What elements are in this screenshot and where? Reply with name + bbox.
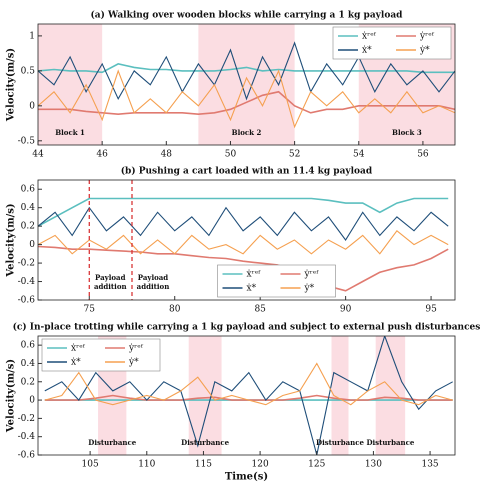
plot-frame	[37, 23, 456, 146]
x-tick-label: 115	[195, 460, 212, 470]
shaded-region	[331, 336, 349, 455]
plot-frame	[37, 335, 456, 456]
legend-label: ẏʳᵉᶠ	[128, 344, 144, 354]
region-label: Block 2	[232, 128, 262, 137]
marker-label-line: addition	[94, 282, 127, 291]
legend-label: ẏ*	[128, 358, 139, 368]
marker-label-line: Payload	[95, 273, 126, 282]
chart-title: (b) Pushing a cart loaded with an 11.4 k…	[121, 166, 373, 177]
x-tick-label: 46	[96, 150, 108, 160]
x-tick-label: 54	[353, 150, 365, 160]
y-tick-label: 1	[29, 31, 35, 41]
y-axis-label: Velocity(m/s)	[6, 48, 17, 122]
y-axis-label: Velocity(m/s)	[6, 203, 17, 277]
series-line	[38, 197, 449, 227]
y-tick-label: -0.4	[18, 277, 36, 287]
legend-label: ẏʳᵉᶠ	[304, 270, 320, 280]
series-line	[38, 69, 455, 129]
y-tick-label: 0.4	[21, 359, 36, 369]
plot-area	[38, 197, 449, 292]
series-line	[38, 245, 449, 292]
y-tick-label: 0.5	[21, 66, 36, 76]
y-tick-label: -0.5	[18, 136, 36, 146]
legend-label: ẋ*	[362, 46, 372, 56]
legend-label: ẋ*	[247, 284, 257, 294]
series-line	[38, 206, 449, 241]
y-tick-label: 0.6	[21, 341, 36, 351]
legend-box	[332, 26, 452, 60]
chart-title: (a) Walking over wooden blocks while car…	[91, 10, 404, 21]
x-tick-label: 90	[340, 305, 352, 315]
legend-box	[41, 338, 161, 372]
series-line	[38, 90, 455, 116]
series-line	[44, 336, 453, 455]
legend-label: ẋʳᵉᶠ	[362, 32, 377, 42]
y-tick-label: 0.4	[21, 203, 36, 213]
x-tick-label: 80	[169, 305, 181, 315]
region-label: Disturbance	[88, 438, 136, 447]
x-tick-label: 110	[138, 460, 155, 470]
marker-label: Payload addition	[137, 273, 170, 291]
y-tick-label: 0.6	[21, 185, 36, 195]
x-tick-label: 95	[425, 305, 437, 315]
y-tick-label: -0.2	[18, 259, 35, 269]
plot-frame	[37, 179, 456, 301]
x-tick-label: 56	[417, 150, 429, 160]
series-line	[38, 41, 455, 101]
legend-label: ẋ*	[71, 358, 81, 368]
marker-label-line: addition	[137, 282, 170, 291]
x-tick-label: 130	[365, 460, 382, 470]
y-tick-label: -0.6	[18, 451, 36, 461]
legend-label: ẏ*	[304, 284, 315, 294]
x-tick-label: 120	[252, 460, 269, 470]
x-tick-label: 105	[82, 460, 99, 470]
y-tick-label: -0.4	[18, 432, 36, 442]
series-line	[38, 63, 455, 74]
legend-label: ẋʳᵉᶠ	[247, 270, 262, 280]
y-tick-label: 0	[29, 101, 35, 111]
legend-label: ẏʳᵉᶠ	[419, 32, 435, 42]
marker-label: Payload addition	[94, 273, 127, 291]
x-tick-label: 75	[84, 305, 96, 315]
legend-label: ẏ*	[419, 46, 430, 56]
legend-box	[217, 264, 336, 298]
x-tick-label: 125	[308, 460, 325, 470]
y-tick-label: 0.2	[21, 222, 35, 232]
y-tick-label: 0	[29, 396, 35, 406]
x-axis-label: Time(s)	[225, 472, 268, 483]
y-tick-label: -0.2	[18, 414, 35, 424]
marker-label-line: Payload	[138, 273, 169, 282]
shaded-region	[198, 24, 295, 145]
region-label: Disturbance	[366, 438, 414, 447]
x-tick-label: 135	[421, 460, 438, 470]
plot-area	[44, 336, 453, 455]
shaded-region	[375, 336, 406, 455]
shaded-region	[38, 24, 103, 145]
y-tick-label: 0.2	[21, 377, 35, 387]
series-line	[38, 230, 449, 255]
region-label: Disturbance	[181, 438, 229, 447]
x-tick-label: 44	[32, 150, 44, 160]
y-tick-label: -0.6	[18, 296, 36, 306]
region-label: Block 1	[55, 128, 85, 137]
y-axis-label: Velocity(m/s)	[6, 359, 17, 433]
x-tick-label: 48	[161, 150, 173, 160]
series-line	[44, 362, 453, 406]
x-tick-label: 52	[289, 150, 300, 160]
y-tick-label: 0	[29, 240, 35, 250]
chart-title: (c) In-place trotting while carrying a 1…	[13, 322, 481, 333]
x-tick-label: 50	[225, 150, 237, 160]
x-tick-label: 85	[254, 305, 266, 315]
legend-label: ẋʳᵉᶠ	[71, 344, 86, 354]
region-label: Block 3	[392, 128, 422, 137]
region-label: Disturbance	[316, 438, 364, 447]
